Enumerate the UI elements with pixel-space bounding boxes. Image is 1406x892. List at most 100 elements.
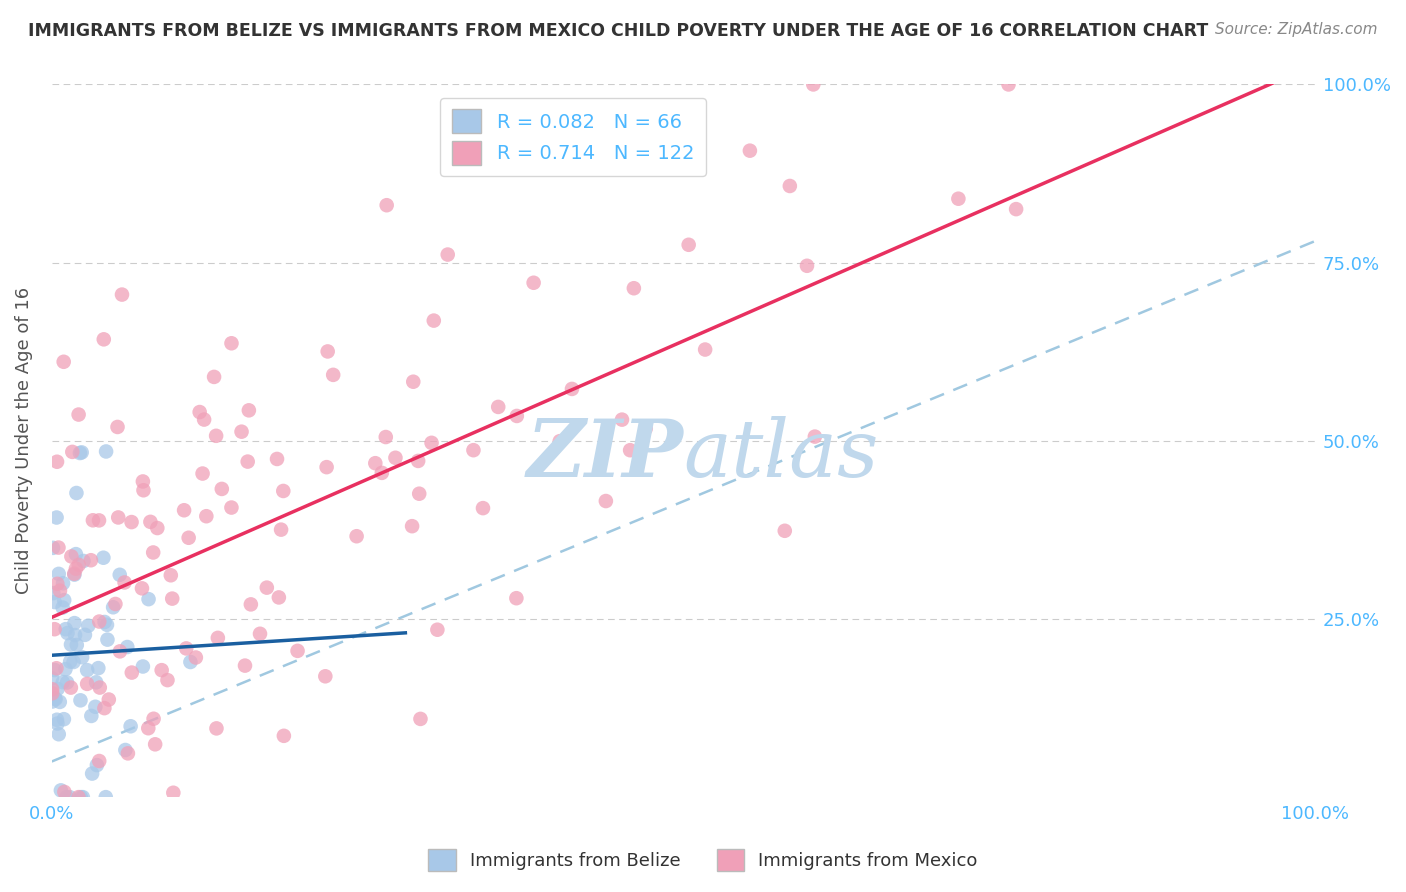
Point: [188, 405, 211, 419]
Point: [162, 786, 184, 800]
Point: [146, 521, 169, 535]
Point: [406, 454, 429, 468]
Point: [73, 628, 96, 642]
Legend: R = 0.082   N = 66, R = 0.714   N = 122: R = 0.082 N = 66, R = 0.714 N = 122: [440, 98, 706, 177]
Point: [409, 712, 432, 726]
Point: [41, 671, 63, 685]
Point: [65, 562, 87, 576]
Point: [55, 790, 77, 805]
Point: [779, 179, 801, 194]
Point: [634, 422, 657, 436]
Point: [48, 727, 70, 741]
Point: [408, 486, 430, 500]
Point: [506, 409, 529, 423]
Point: [94, 444, 117, 458]
Point: [948, 192, 970, 206]
Point: [114, 575, 136, 590]
Point: [322, 368, 344, 382]
Point: [67, 790, 90, 805]
Point: [89, 754, 111, 768]
Point: [205, 429, 228, 443]
Point: [364, 456, 387, 470]
Point: [107, 510, 129, 524]
Point: [63, 616, 86, 631]
Y-axis label: Child Poverty Under the Age of 16: Child Poverty Under the Age of 16: [15, 287, 32, 594]
Point: [86, 758, 108, 772]
Point: [55, 662, 77, 676]
Point: [72, 790, 94, 805]
Point: [45, 713, 67, 727]
Point: [523, 276, 546, 290]
Point: [65, 547, 87, 561]
Point: [472, 501, 495, 516]
Point: [56, 675, 79, 690]
Point: [211, 482, 233, 496]
Point: [44, 691, 66, 706]
Legend: Immigrants from Belize, Immigrants from Mexico: Immigrants from Belize, Immigrants from …: [422, 842, 984, 879]
Point: [111, 287, 134, 301]
Point: [80, 709, 103, 723]
Point: [619, 443, 641, 458]
Point: [315, 460, 337, 475]
Point: [80, 553, 103, 567]
Point: [314, 669, 336, 683]
Point: [44, 595, 66, 609]
Point: [101, 600, 124, 615]
Point: [89, 615, 111, 629]
Point: [67, 558, 90, 572]
Point: [93, 701, 115, 715]
Point: [65, 486, 87, 500]
Point: [77, 618, 100, 632]
Point: [62, 655, 84, 669]
Point: [401, 519, 423, 533]
Point: [97, 692, 120, 706]
Point: [67, 408, 90, 422]
Point: [46, 577, 69, 591]
Point: [804, 429, 827, 443]
Point: [374, 430, 396, 444]
Point: [84, 675, 107, 690]
Point: [384, 450, 406, 465]
Point: [202, 370, 225, 384]
Point: [60, 445, 83, 459]
Point: [561, 382, 583, 396]
Point: [1005, 202, 1028, 216]
Point: [108, 644, 131, 658]
Point: [56, 626, 79, 640]
Point: [273, 729, 295, 743]
Point: [48, 566, 70, 581]
Point: [796, 259, 818, 273]
Point: [159, 568, 181, 582]
Point: [160, 591, 183, 606]
Point: [267, 591, 290, 605]
Point: [139, 515, 162, 529]
Point: [375, 198, 398, 212]
Point: [46, 455, 69, 469]
Point: [87, 661, 110, 675]
Point: [221, 500, 243, 515]
Point: [463, 443, 485, 458]
Point: [548, 434, 571, 449]
Point: [84, 699, 107, 714]
Point: [89, 681, 111, 695]
Point: [610, 412, 633, 426]
Point: [93, 615, 115, 629]
Point: [94, 790, 117, 805]
Point: [595, 494, 617, 508]
Point: [236, 454, 259, 468]
Point: [997, 78, 1019, 92]
Point: [63, 628, 86, 642]
Point: [420, 435, 443, 450]
Point: [93, 550, 115, 565]
Point: [104, 597, 127, 611]
Point: [221, 336, 243, 351]
Point: [49, 783, 72, 797]
Text: ZIP: ZIP: [526, 417, 683, 494]
Point: [233, 658, 256, 673]
Point: [205, 722, 228, 736]
Point: [174, 641, 197, 656]
Point: [70, 650, 93, 665]
Point: [695, 343, 717, 357]
Point: [87, 513, 110, 527]
Point: [179, 655, 201, 669]
